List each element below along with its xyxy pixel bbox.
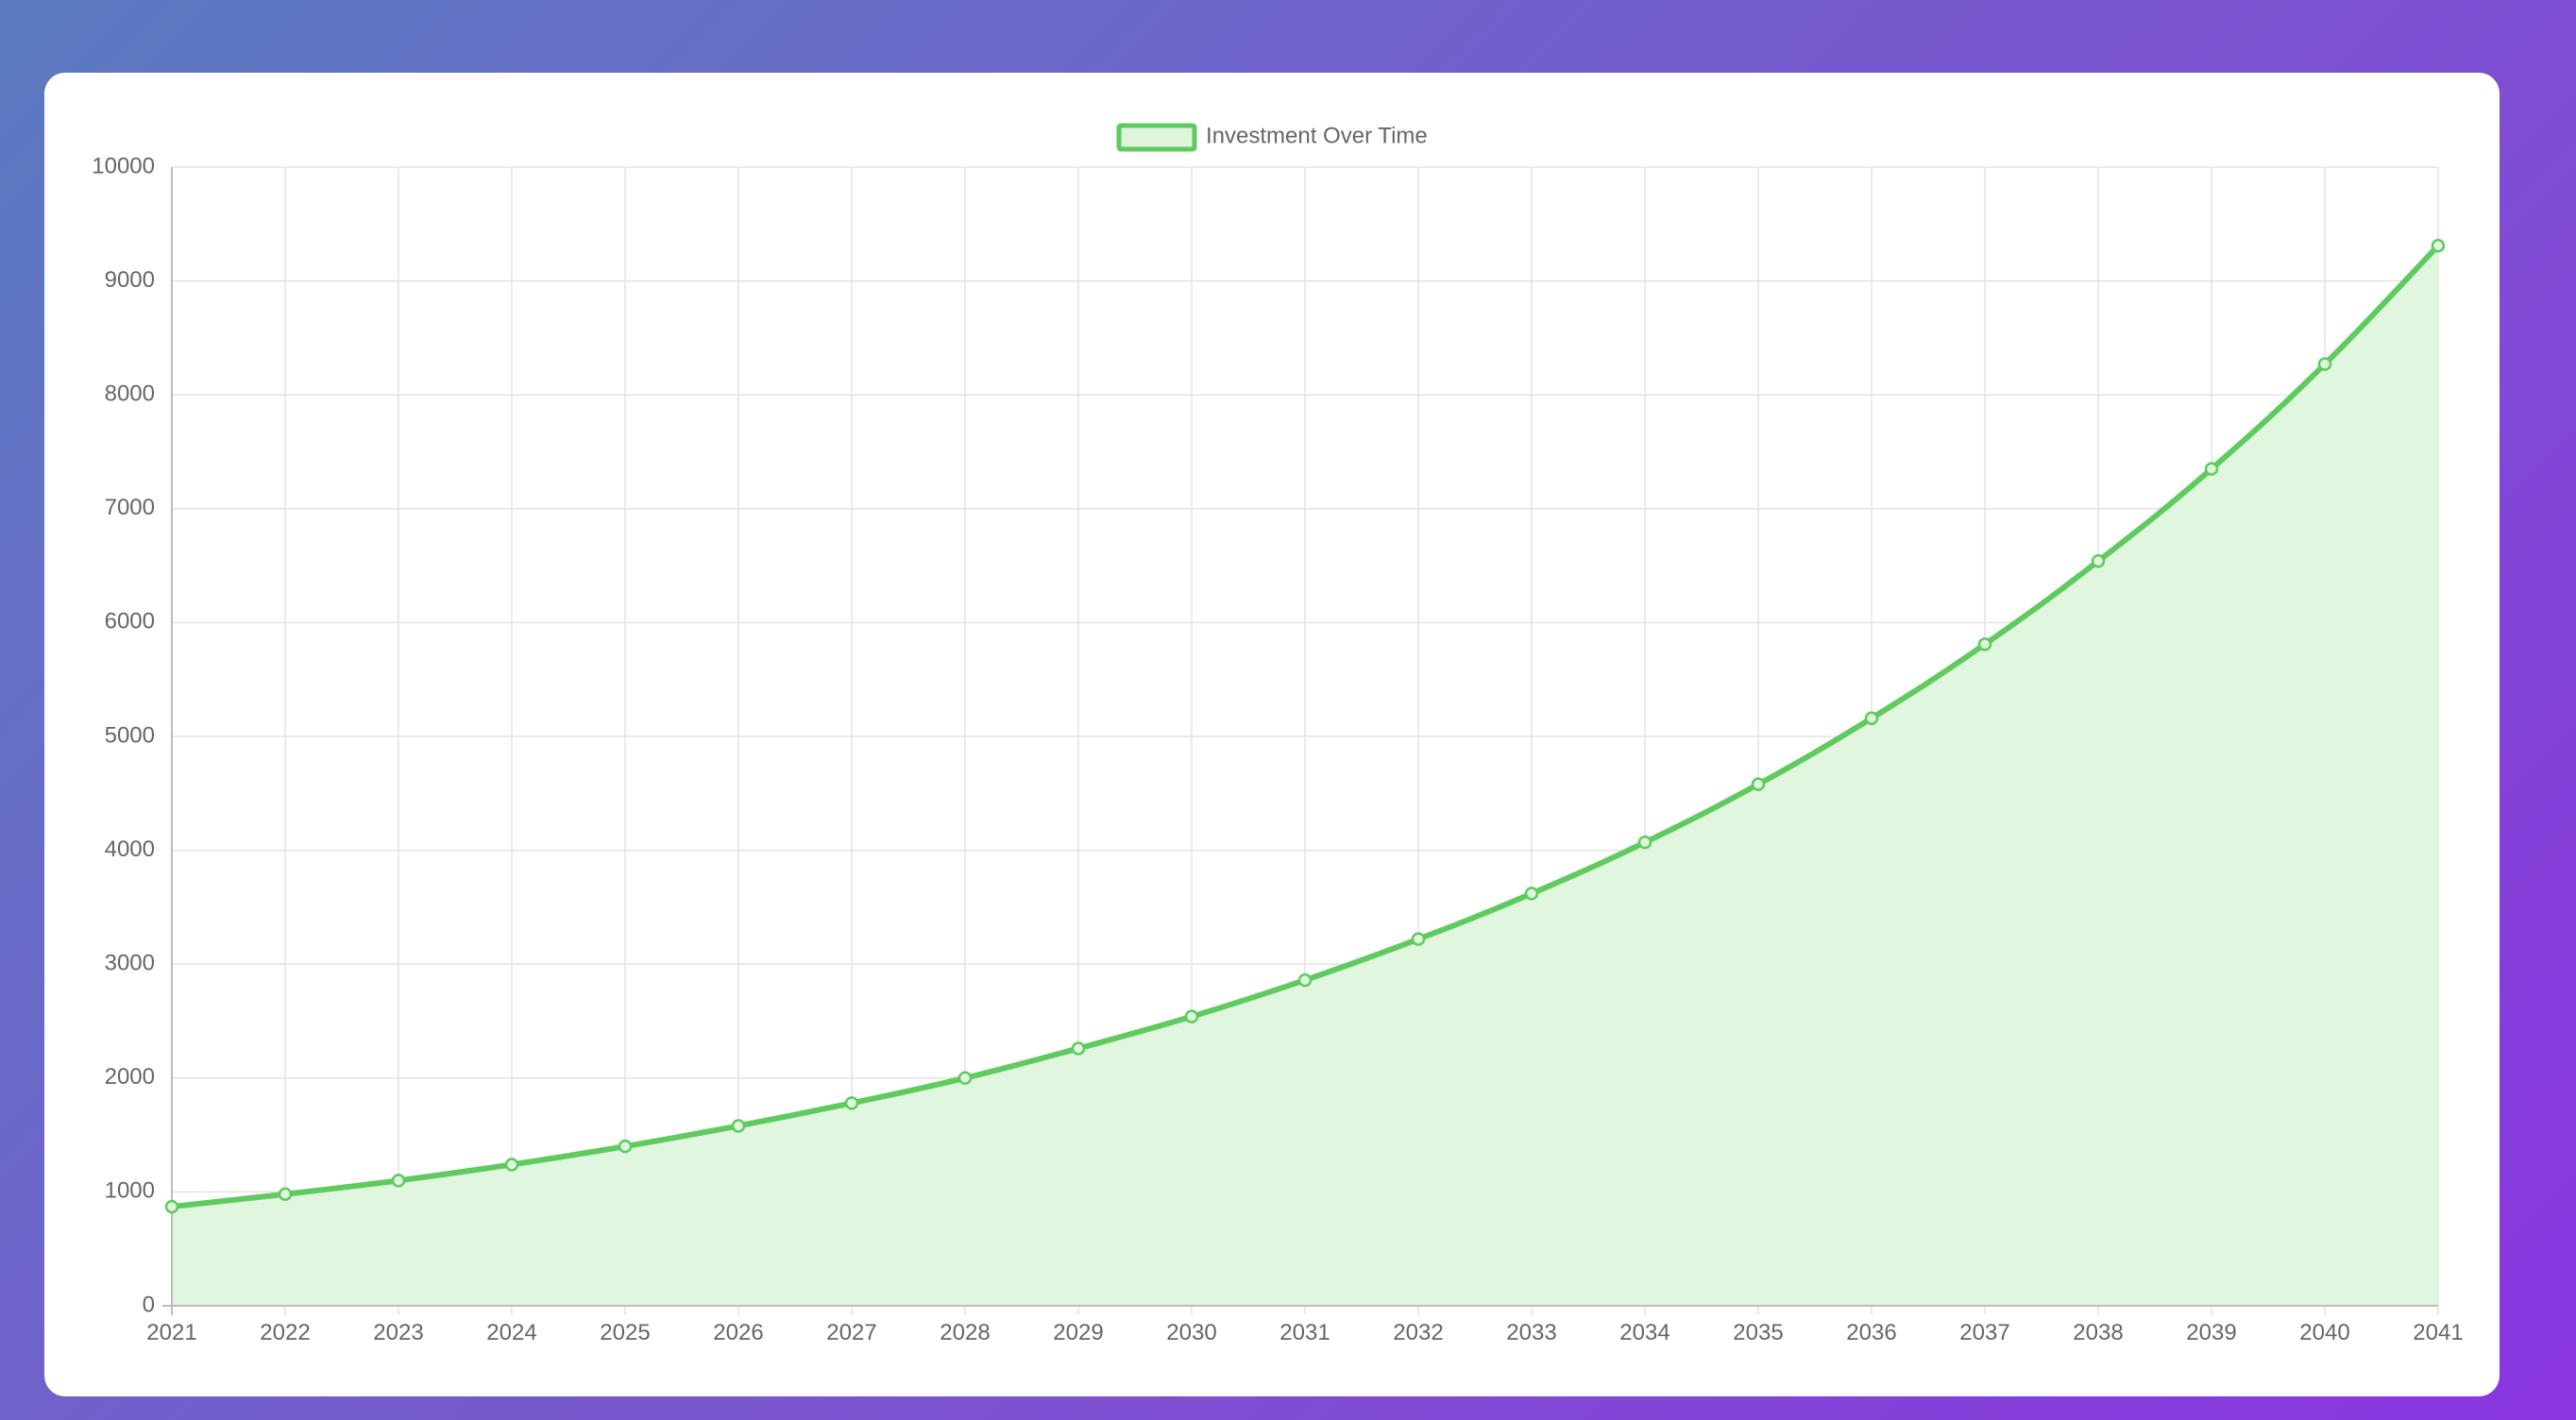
legend[interactable]: Investment Over Time <box>1116 123 1428 152</box>
x-axis-tick-labels: 2021 2022 2023 2024 2025 2026 2027 2028 2029 2030… <box>146 1320 2463 1345</box>
area-layer <box>172 245 2438 1306</box>
x-tick-label: 2033 <box>1506 1320 1556 1345</box>
data-point-2040[interactable] <box>2317 357 2332 371</box>
legend-swatch <box>1116 123 1197 152</box>
data-point-2026[interactable] <box>731 1119 746 1133</box>
x-tick-label: 2026 <box>713 1320 763 1345</box>
x-tick-label: 2024 <box>486 1320 536 1345</box>
x-tick-label: 2036 <box>1846 1320 1896 1345</box>
data-point-2038[interactable] <box>2091 554 2106 568</box>
x-tick-label: 2029 <box>1053 1320 1103 1345</box>
x-tick-label: 2040 <box>2299 1320 2349 1345</box>
x-tick-label: 2037 <box>1959 1320 2009 1345</box>
data-point-2023[interactable] <box>391 1174 406 1188</box>
x-tick-label: 2031 <box>1280 1320 1330 1345</box>
data-point-2034[interactable] <box>1637 835 1652 850</box>
y-axis-tick-labels: 0 1000 2000 3000 4000 5000 6000 7000 8000 9000 100… <box>92 153 155 1317</box>
x-tick-label: 2035 <box>1733 1320 1783 1345</box>
data-point-2024[interactable] <box>504 1158 519 1172</box>
chart-card: Investment Over Time 0 1000 2000 3000 4000 50… <box>44 73 2500 1396</box>
data-point-2033[interactable] <box>1524 887 1539 901</box>
y-tick-label: 7000 <box>105 495 155 520</box>
x-tick-label: 2027 <box>826 1320 876 1345</box>
data-point-2028[interactable] <box>958 1071 973 1086</box>
data-point-2041[interactable] <box>2431 238 2446 253</box>
x-tick-label: 2030 <box>1166 1320 1216 1345</box>
series-area <box>172 245 2438 1306</box>
data-point-2031[interactable] <box>1297 972 1313 988</box>
legend-label: Investment Over Time <box>1206 123 1428 148</box>
y-tick-label: 8000 <box>105 381 155 407</box>
x-tick-label: 2038 <box>2073 1320 2123 1345</box>
y-tick-label: 6000 <box>105 609 155 634</box>
x-tick-label: 2034 <box>1619 1320 1669 1345</box>
data-point-2036[interactable] <box>1864 711 1879 725</box>
y-tick-label: 3000 <box>105 951 155 976</box>
x-tick-label: 2039 <box>2186 1320 2236 1345</box>
data-point-2037[interactable] <box>1977 637 1992 651</box>
points-layer <box>164 238 2446 1214</box>
axes <box>162 167 2438 1315</box>
data-point-2027[interactable] <box>844 1096 859 1110</box>
y-tick-label: 9000 <box>105 267 155 293</box>
y-tick-label: 4000 <box>105 837 155 862</box>
y-tick-label: 10000 <box>92 153 155 178</box>
investment-line-chart: Investment Over Time 0 1000 2000 3000 4000 50… <box>92 123 2463 1345</box>
data-point-2029[interactable] <box>1071 1041 1086 1056</box>
data-point-2030[interactable] <box>1184 1009 1199 1023</box>
data-point-2032[interactable] <box>1411 932 1426 946</box>
x-tick-label: 2032 <box>1393 1320 1443 1345</box>
data-point-2025[interactable] <box>618 1139 633 1154</box>
data-point-2022[interactable] <box>278 1187 293 1202</box>
x-tick-label: 2025 <box>600 1320 650 1345</box>
data-point-2021[interactable] <box>164 1199 179 1214</box>
y-tick-label: 0 <box>143 1292 155 1317</box>
y-tick-label: 5000 <box>105 722 155 748</box>
x-tick-label: 2022 <box>260 1320 310 1345</box>
data-point-2039[interactable] <box>2204 462 2219 476</box>
y-tick-label: 2000 <box>105 1064 155 1090</box>
x-tick-label: 2041 <box>2413 1320 2463 1345</box>
x-tick-label: 2021 <box>146 1320 196 1345</box>
data-point-2035[interactable] <box>1751 777 1766 791</box>
x-tick-label: 2023 <box>373 1320 423 1345</box>
y-tick-label: 1000 <box>105 1178 155 1204</box>
x-tick-label: 2028 <box>940 1320 990 1345</box>
